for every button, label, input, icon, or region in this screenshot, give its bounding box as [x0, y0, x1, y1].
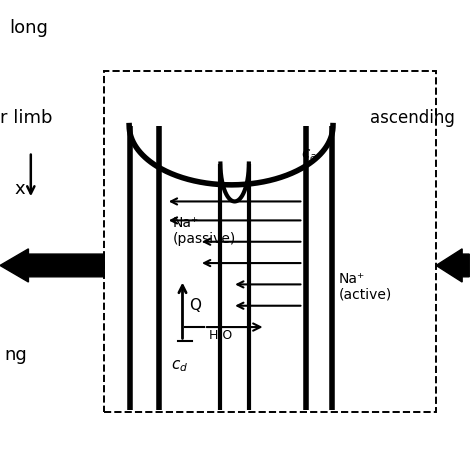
Text: Na⁺
(active): Na⁺ (active)	[339, 272, 392, 302]
Text: Q: Q	[190, 299, 201, 313]
Text: $c_a$: $c_a$	[301, 148, 317, 164]
Text: ascending: ascending	[370, 109, 455, 127]
Text: H₂O: H₂O	[209, 329, 233, 342]
Text: Na⁺
(passive): Na⁺ (passive)	[173, 216, 236, 246]
FancyArrow shape	[436, 249, 469, 282]
Text: ng: ng	[5, 346, 27, 364]
FancyArrow shape	[0, 249, 104, 282]
Text: x: x	[14, 180, 25, 198]
Text: r limb: r limb	[0, 109, 53, 127]
Bar	[104, 71, 436, 412]
Text: long: long	[9, 19, 48, 37]
Text: $c_d$: $c_d$	[171, 359, 188, 374]
